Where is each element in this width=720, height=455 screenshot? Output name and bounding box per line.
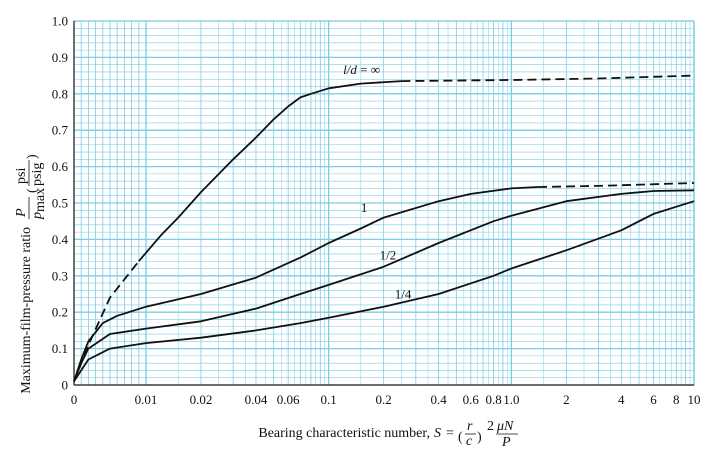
- y-tick-label: 0.4: [52, 232, 69, 247]
- svg-text:psi: psi: [14, 168, 29, 184]
- curve-label: 1: [361, 200, 368, 215]
- svg-text:max: max: [33, 188, 48, 212]
- x-tick-label: 4: [618, 392, 625, 407]
- y-tick-label: 0.9: [52, 50, 68, 65]
- svg-text:S: S: [434, 426, 441, 441]
- x-tick-label: 0.01: [135, 392, 158, 407]
- y-ticks: 0 0.1 0.2 0.3 0.4 0.5 0.6 0.7 0.8 0.9 1.0: [52, 14, 69, 393]
- x-tick-label: 0.04: [245, 392, 268, 407]
- y-axis-label: Maximum-film-pressure ratio: [19, 227, 34, 394]
- svg-text:P: P: [14, 208, 29, 218]
- y-tick-label: 0.5: [52, 196, 68, 211]
- curve-label: 1/4: [395, 287, 412, 302]
- curve-line: [73, 200, 695, 382]
- x-axis-label: Bearing characteristic number,: [258, 426, 430, 441]
- svg-text:): ): [477, 430, 482, 445]
- x-ticks: 0 0.01 0.02 0.04 0.06 0.1 0.2 0.4 0.6 0.8 1.0 2 4 6 8 1…: [71, 392, 701, 407]
- curve-label: l/d = ∞: [343, 62, 380, 77]
- svg-text:P: P: [501, 435, 511, 450]
- curve-segment-dashed: [537, 182, 695, 188]
- y-tick-label: 0.2: [52, 305, 68, 320]
- y-tick-label: 0.7: [52, 123, 69, 138]
- y-tick-label: 0.6: [52, 159, 69, 174]
- x-tick-label: 0.02: [190, 392, 213, 407]
- svg-text:μN: μN: [496, 419, 514, 434]
- x-tick-label: 10: [688, 392, 701, 407]
- curve-labels: l/d = ∞ 1 1/2 1/4: [343, 62, 412, 302]
- x-tick-label: 0: [71, 392, 78, 407]
- x-tick-label: 0.8: [486, 392, 502, 407]
- x-tick-label: 8: [673, 392, 680, 407]
- grid: [74, 21, 695, 385]
- y-tick-label: 0.3: [52, 268, 68, 283]
- svg-text:(: (: [458, 430, 463, 445]
- curve-line: [138, 80, 402, 262]
- svg-text:(: (: [25, 188, 40, 193]
- y-tick-label: 0.1: [52, 341, 68, 356]
- x-tick-label: 0.2: [376, 392, 392, 407]
- svg-text:p: p: [30, 212, 45, 220]
- svg-text:): ): [25, 154, 40, 159]
- curve-segment-dashed: [401, 74, 695, 82]
- x-axis-title: Bearing characteristic number, S = ( r c…: [258, 419, 518, 450]
- y-tick-label: 1.0: [52, 14, 68, 29]
- svg-text:r: r: [467, 419, 473, 434]
- y-tick-label: 0: [62, 378, 69, 393]
- svg-text:=: =: [446, 426, 454, 441]
- svg-text:psig: psig: [30, 163, 45, 186]
- y-tick-label: 0.8: [52, 86, 68, 101]
- x-tick-label: 0.4: [431, 392, 448, 407]
- svg-text:2: 2: [487, 419, 494, 434]
- y-axis-title: Maximum-film-pressure ratio P p max ( ps…: [14, 154, 48, 394]
- curve-line: [73, 186, 539, 382]
- plot-frame: [73, 20, 695, 386]
- curves: [73, 74, 695, 382]
- x-tick-label: 6: [650, 392, 657, 407]
- x-tick-label: 0.1: [321, 392, 337, 407]
- x-tick-label: 1.0: [503, 392, 519, 407]
- x-tick-label: 0.6: [463, 392, 480, 407]
- y-axis-formula: P p max ( psi psig ): [14, 154, 48, 220]
- x-tick-label: 2: [563, 392, 570, 407]
- x-tick-label: 0.06: [277, 392, 300, 407]
- curve-line: [73, 189, 695, 382]
- svg-text:c: c: [466, 434, 473, 449]
- curve-label: 1/2: [380, 247, 397, 262]
